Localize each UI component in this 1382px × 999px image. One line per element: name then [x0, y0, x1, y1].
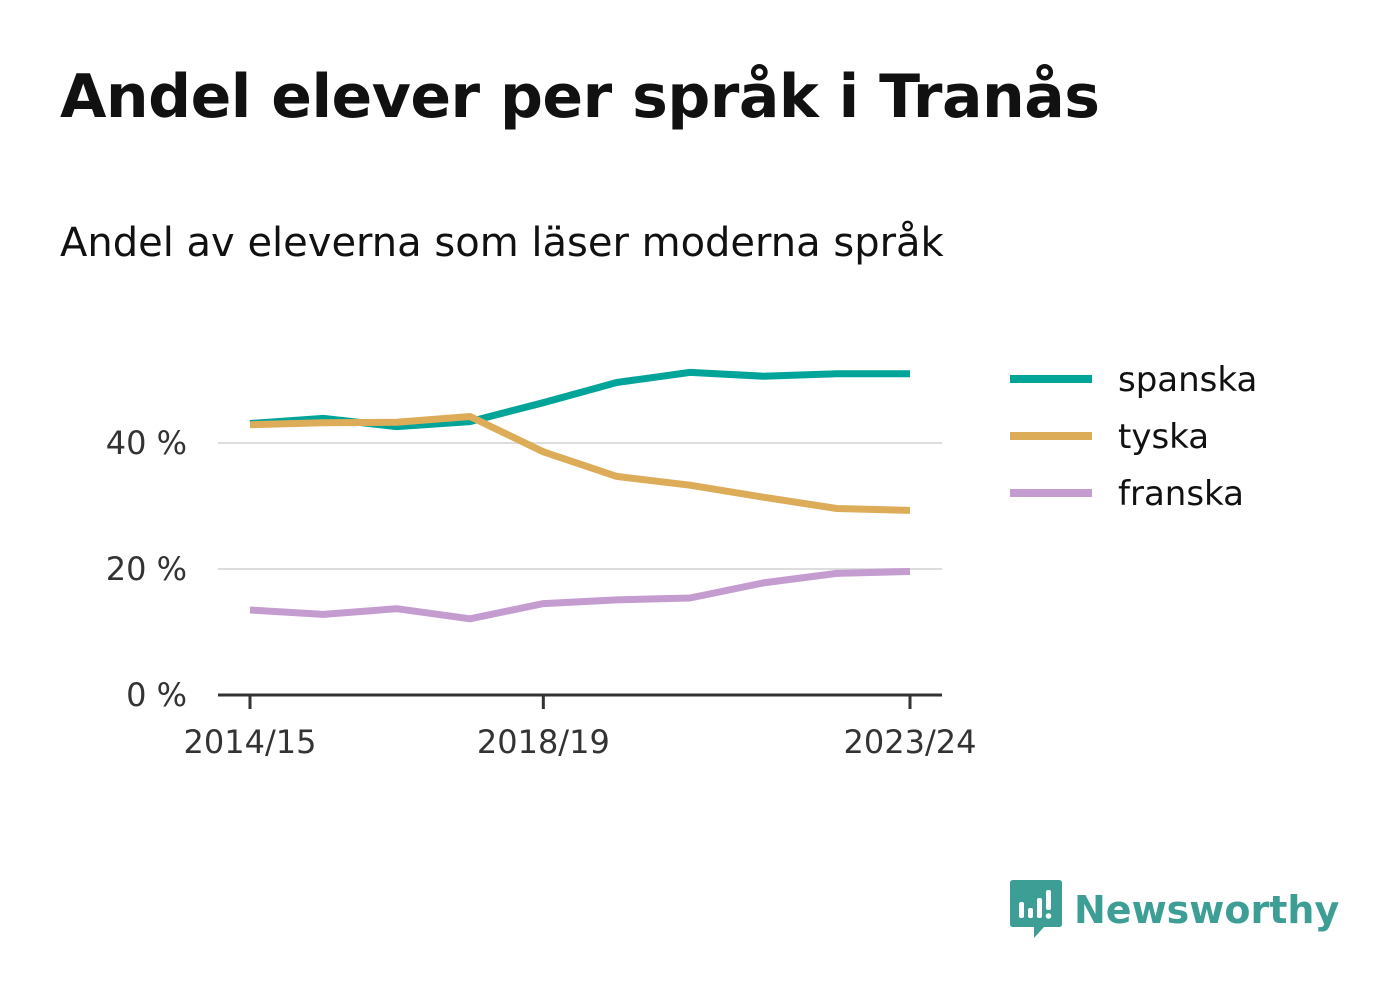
chart-title: Andel elever per språk i Tranås	[60, 62, 1100, 132]
series-line-franska	[249, 568, 911, 623]
newsworthy-logo-text: Newsworthy	[1074, 888, 1340, 932]
newsworthy-logo-icon	[1010, 880, 1062, 938]
y-tick-label: 40 %	[106, 424, 187, 462]
chart-subtitle: Andel av eleverna som läser moderna språ…	[60, 220, 944, 266]
x-tick-label: 2014/15	[184, 723, 317, 761]
newsworthy-logo: Newsworthy	[1010, 880, 1339, 940]
series-line-spanska	[249, 368, 910, 431]
y-tick-label: 20 %	[106, 550, 187, 588]
legend-label-spanska: spanska	[1118, 360, 1257, 400]
x-tick-label: 2018/19	[477, 723, 610, 761]
series-line-tyska	[249, 413, 911, 514]
y-tick-label: 0 %	[126, 676, 187, 714]
x-tick-label: 2023/24	[844, 723, 977, 761]
legend-label-franska: franska	[1118, 474, 1244, 514]
legend-label-tyska: tyska	[1118, 417, 1209, 457]
